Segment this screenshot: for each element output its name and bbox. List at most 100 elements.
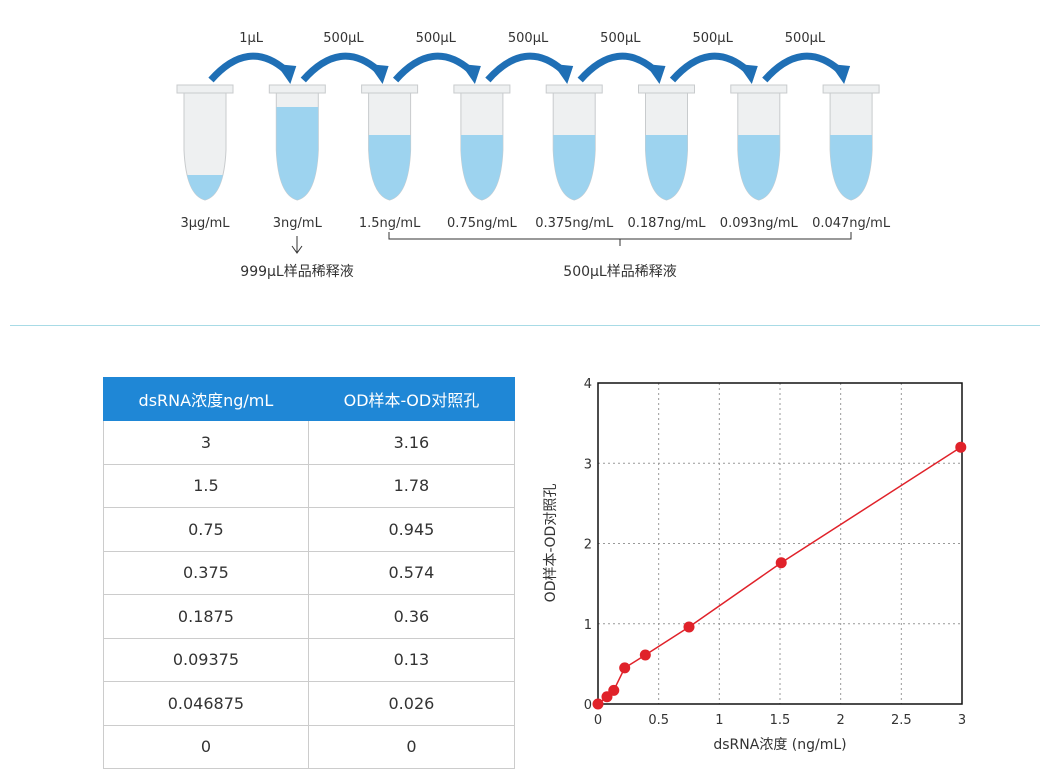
arrowhead xyxy=(276,64,297,84)
plot-frame xyxy=(597,382,963,705)
data-table: dsRNA浓度ng/mL OD样本-OD对照孔 3 3.16 1.5 1.78 0.75 0.… xyxy=(103,377,516,769)
liquid xyxy=(645,135,688,200)
y-axis-label: OD样本-OD对照孔 xyxy=(543,484,559,603)
arrowhead xyxy=(830,64,851,84)
arrowhead xyxy=(645,64,666,84)
liquid xyxy=(184,175,226,200)
tube xyxy=(268,84,326,201)
chart: OD样本-OD对照孔 dsRNA浓度 (ng/mL) 0 1 2 3 4 0 0.5 1 1.5… xyxy=(543,377,967,753)
transfer-arrow xyxy=(208,52,288,83)
header-cell: OD样本-OD对照孔 xyxy=(307,377,516,421)
tube xyxy=(176,84,234,201)
table-cell: 0.13 xyxy=(307,637,516,682)
header-cell: dsRNA浓度ng/mL xyxy=(103,377,309,421)
tube-label: 0.093ng/mL xyxy=(720,216,799,231)
transfer-label: 500µL xyxy=(508,31,549,46)
table-cell: 0.574 xyxy=(307,550,516,595)
bracket xyxy=(388,232,852,246)
tube-label: 0.375ng/mL xyxy=(535,216,614,231)
table-row: 0.75 0.945 xyxy=(103,507,516,552)
transfer-label: 500µL xyxy=(323,31,364,46)
liquid xyxy=(553,135,596,200)
transfer-label: 500µL xyxy=(785,31,826,46)
separator xyxy=(10,325,1040,326)
header-row: dsRNA浓度ng/mL OD样本-OD对照孔 xyxy=(103,377,516,421)
table-cell: 0.36 xyxy=(307,594,516,639)
liquid xyxy=(737,135,780,200)
table-cell: 1.78 xyxy=(307,463,516,508)
table-cell: 0 xyxy=(103,724,309,769)
dilution-diagram: 999µL样品稀释液 500µL样品稀释液 3µg/mL 3ng/mL 1.5ng/… xyxy=(176,31,891,280)
x-tick-label: 2.5 xyxy=(891,713,912,728)
tube-rim xyxy=(822,84,880,94)
tube xyxy=(638,84,695,201)
tube xyxy=(453,84,511,201)
tube-rim xyxy=(638,84,695,94)
table-cell: 0.1875 xyxy=(103,594,309,639)
table-cell: 3.16 xyxy=(307,420,516,465)
transfer-label: 500µL xyxy=(416,31,457,46)
tube-rim xyxy=(730,84,788,94)
y-tick-label: 0 xyxy=(584,698,592,713)
table-cell: 1.5 xyxy=(103,463,309,508)
tube-rim xyxy=(545,84,603,94)
arrowhead xyxy=(737,64,758,84)
tube-label: 0.187ng/mL xyxy=(628,216,707,231)
x-axis-label: dsRNA浓度 (ng/mL) xyxy=(713,737,846,753)
tube xyxy=(822,84,880,201)
point xyxy=(955,441,967,453)
tube-label: 1.5ng/mL xyxy=(359,216,421,231)
x-tick-label: 1 xyxy=(715,713,723,728)
table-row: 0.375 0.574 xyxy=(103,550,516,595)
transfer-arrow xyxy=(577,52,657,83)
transfer-label: 500µL xyxy=(692,31,733,46)
table-row: 0.1875 0.36 xyxy=(103,594,516,639)
table-cell: 0.046875 xyxy=(103,681,309,726)
tube-label: 0.75ng/mL xyxy=(447,216,517,231)
point xyxy=(775,557,787,569)
tube xyxy=(361,84,419,201)
down-arrow xyxy=(291,236,303,254)
arrowhead xyxy=(553,64,574,84)
table-cell: 0.026 xyxy=(307,681,516,726)
note: 999µL样品稀释液 xyxy=(240,264,353,280)
tube-rim xyxy=(361,84,419,94)
point xyxy=(683,621,695,633)
point xyxy=(639,649,651,661)
y-tick-label: 2 xyxy=(584,538,592,553)
table-cell: 0.375 xyxy=(103,550,309,595)
liquid xyxy=(830,135,873,200)
table-cell: 0.09375 xyxy=(103,637,309,682)
point xyxy=(619,662,631,674)
fit-line xyxy=(597,446,962,705)
x-tick-label: 1.5 xyxy=(770,713,791,728)
tube-rim xyxy=(176,84,234,94)
arrowhead xyxy=(460,64,481,84)
table-row: 1.5 1.78 xyxy=(103,463,516,508)
tube xyxy=(545,84,603,201)
point xyxy=(608,684,620,696)
transfer-arrow xyxy=(392,52,473,83)
y-tick-label: 1 xyxy=(584,618,592,633)
transfer-label: 1µL xyxy=(239,31,264,46)
table-cell: 0.945 xyxy=(307,507,516,552)
transfer-arrow xyxy=(300,52,380,83)
tube-rim xyxy=(453,84,511,94)
transfer-arrow xyxy=(669,52,750,83)
table-row: 3 3.16 xyxy=(103,420,516,465)
x-tick-label: 2 xyxy=(837,713,845,728)
y-tick-label: 3 xyxy=(584,457,592,472)
tube-rim xyxy=(268,84,326,94)
table-cell: 0.75 xyxy=(103,507,309,552)
tube-label: 0.047ng/mL xyxy=(812,216,891,231)
transfer-arrow xyxy=(762,52,842,83)
table-cell: 3 xyxy=(103,420,309,465)
arrowhead xyxy=(368,64,389,84)
tube xyxy=(730,84,788,201)
x-tick-label: 0.5 xyxy=(648,713,669,728)
x-tick-label: 3 xyxy=(958,713,966,728)
transfer-label: 500µL xyxy=(600,31,641,46)
tube-label: 3µg/mL xyxy=(180,216,230,231)
point xyxy=(592,698,604,710)
